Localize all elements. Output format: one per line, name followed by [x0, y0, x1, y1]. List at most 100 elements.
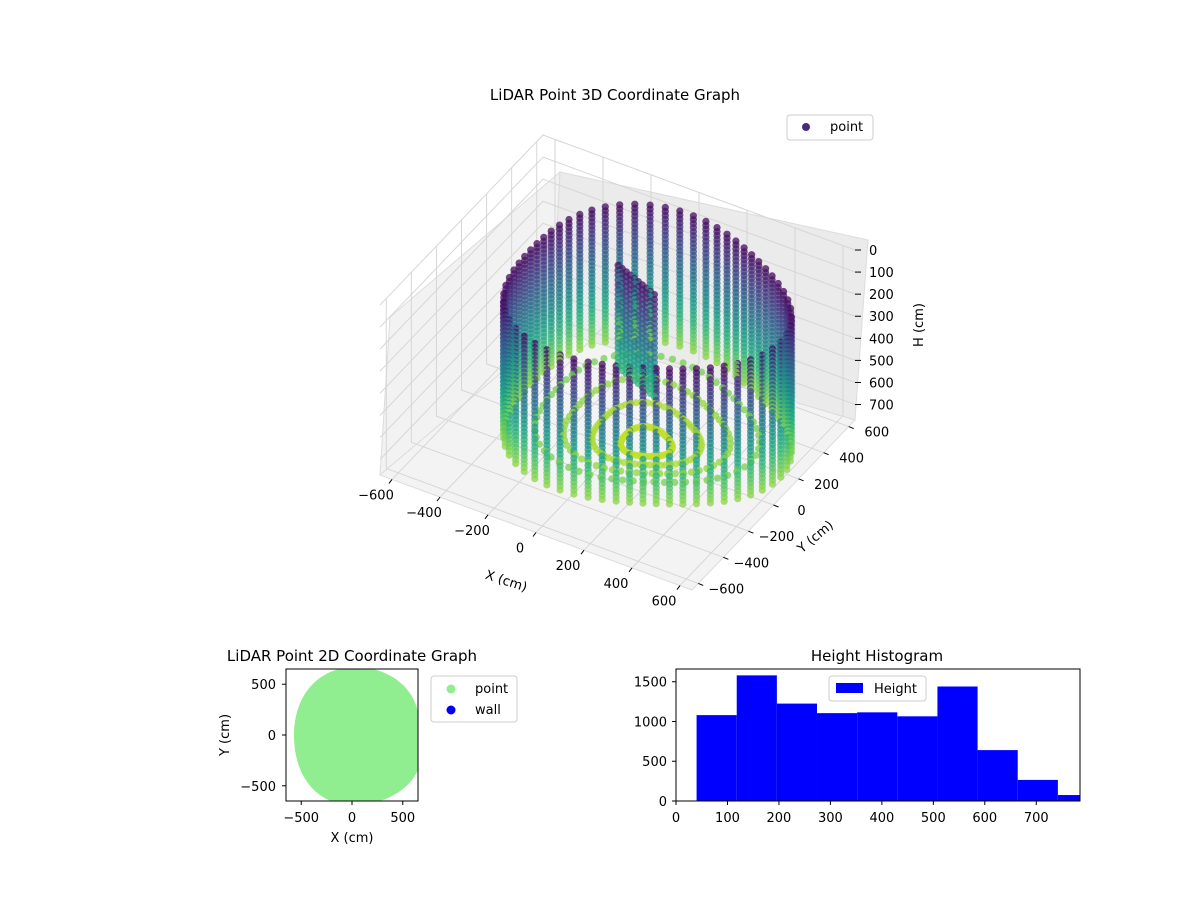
- legend-label-height: Height: [874, 682, 917, 697]
- data-point-3d: [720, 497, 728, 505]
- data-point-3d: [768, 480, 777, 488]
- data-point-3d: [689, 347, 698, 355]
- x-tick-label-3d: −200: [454, 524, 490, 539]
- chart-3d: LiDAR Point 3D Coordinate Graph −600 −400…: [358, 86, 927, 610]
- histogram-bar: [736, 675, 777, 801]
- grid-line-y: [385, 298, 699, 584]
- x-tick-label-3d: 600: [652, 595, 677, 610]
- x-tick-label-3d: 400: [604, 577, 629, 592]
- z-tick-label-3d: 700: [869, 399, 894, 414]
- plot-frame-histogram: [675, 668, 1081, 802]
- x-axis-label-3d: X (cm): [483, 568, 529, 596]
- x-tick-label-histogram: 300: [818, 811, 843, 826]
- data-point-3d: [600, 354, 608, 363]
- data-point-3d: [578, 455, 586, 463]
- x-tick-label-histogram: 700: [1024, 811, 1049, 826]
- data-point-3d: [604, 380, 612, 388]
- data-point-3d: [712, 379, 720, 387]
- data-point-3d: [612, 497, 620, 505]
- data-point-3d: [706, 499, 715, 507]
- data-point-3d: [601, 338, 609, 346]
- grid-line-z: [379, 134, 856, 306]
- data-point-3d: [665, 500, 674, 508]
- data-point-3d: [702, 352, 710, 361]
- y-tick-label-3d: −400: [733, 556, 769, 571]
- legend-label-point-2d: point: [475, 682, 508, 697]
- x-tick-label-histogram: 0: [672, 811, 680, 826]
- data-point-3d: [713, 359, 721, 367]
- y-tick-3d: [823, 452, 829, 456]
- data-point-3d: [668, 355, 677, 363]
- data-point-3d: [598, 495, 606, 504]
- data-point-3d: [520, 467, 528, 476]
- x-tick-3d: [580, 549, 585, 555]
- x-tick-3d: [532, 532, 537, 537]
- chart-2d-title: LiDAR Point 2D Coordinate Graph: [227, 647, 477, 665]
- data-point-3d: [692, 500, 701, 508]
- histogram-bar: [857, 712, 898, 801]
- histogram-bar: [1017, 779, 1058, 801]
- scatter-2d-points: [294, 669, 418, 801]
- y-tick-label-histogram: 1500: [634, 676, 667, 691]
- data-point-3d: [565, 351, 573, 359]
- data-point-3d: [562, 376, 570, 384]
- grid-line-x: [679, 245, 844, 586]
- data-point-3d: [592, 462, 600, 470]
- y-tick-3d: [723, 556, 729, 560]
- data-point-3d: [752, 451, 760, 459]
- y-tick-3d: [748, 530, 754, 534]
- z-tick-label-3d: 300: [869, 310, 894, 325]
- data-point-3d: [753, 424, 761, 433]
- ticks-histogram: 0 100 200 300 400 500 600 700 0 500 1000 1500: [634, 676, 1049, 826]
- y-tick-label-2d: 500: [251, 678, 276, 693]
- z-axis-label-3d: H (cm): [912, 303, 927, 347]
- data-point-3d: [588, 341, 596, 349]
- y-tick-3d: [698, 582, 704, 586]
- legend-marker-point-3d: [802, 123, 810, 131]
- data-point-3d: [758, 486, 766, 494]
- histogram-bar: [1057, 795, 1080, 801]
- x-tick-label-3d: −600: [358, 488, 394, 503]
- data-point-3d: [543, 481, 551, 489]
- x-tick-label-2d: 0: [348, 811, 356, 826]
- x-tick-label-histogram: 600: [972, 811, 997, 826]
- scatter-2d-area: [294, 669, 418, 801]
- x-tick-label-histogram: 100: [715, 811, 740, 826]
- legend-label-wall-2d: wall: [475, 703, 501, 718]
- histogram-bar: [897, 716, 938, 801]
- data-point-3d: [570, 490, 578, 498]
- legend-2d: point wall: [430, 675, 518, 723]
- data-point-3d: [679, 500, 687, 508]
- grid-line-x: [391, 139, 556, 480]
- x-tick-label-histogram: 400: [869, 811, 894, 826]
- chart-histogram: Height Histogram 0 100 200 300 400 500 600 7000…: [634, 647, 1081, 826]
- data-point-3d: [626, 498, 634, 506]
- legend-marker-point-2d: [446, 684, 456, 694]
- chart-3d-title: LiDAR Point 3D Coordinate Graph: [490, 86, 740, 104]
- legend-histogram: Height: [828, 675, 927, 702]
- x-tick-3d: [388, 479, 393, 484]
- data-point-3d: [676, 342, 684, 350]
- data-point-3d: [741, 463, 749, 471]
- x-tick-3d: [628, 567, 633, 573]
- histogram-bar: [776, 703, 818, 801]
- y-tick-label-3d: 0: [797, 504, 805, 519]
- data-point-3d: [783, 465, 791, 473]
- histogram-bar: [817, 713, 858, 801]
- x-tick-label-3d: −400: [406, 506, 442, 521]
- ticks-3d: −600−400−2000200400600−600−400−200020040…: [358, 244, 894, 610]
- data-point-3d: [740, 379, 748, 387]
- x-tick-label-histogram: 200: [767, 811, 792, 826]
- x-axis-label-2d: X (cm): [331, 831, 374, 846]
- chart-2d: LiDAR Point 2D Coordinate Graph −500 0 500…: [218, 647, 518, 846]
- data-point-3d: [740, 406, 749, 414]
- y-tick-label-3d: −200: [759, 530, 795, 545]
- x-tick-label-3d: 200: [556, 559, 581, 574]
- data-point-3d: [657, 352, 665, 360]
- data-point-3d: [563, 441, 571, 449]
- legend-marker-wall-2d: [446, 705, 456, 715]
- data-point-3d: [639, 499, 647, 507]
- z-tick-label-3d: 200: [869, 288, 894, 303]
- data-point-3d: [512, 460, 520, 468]
- data-point-3d: [618, 376, 627, 384]
